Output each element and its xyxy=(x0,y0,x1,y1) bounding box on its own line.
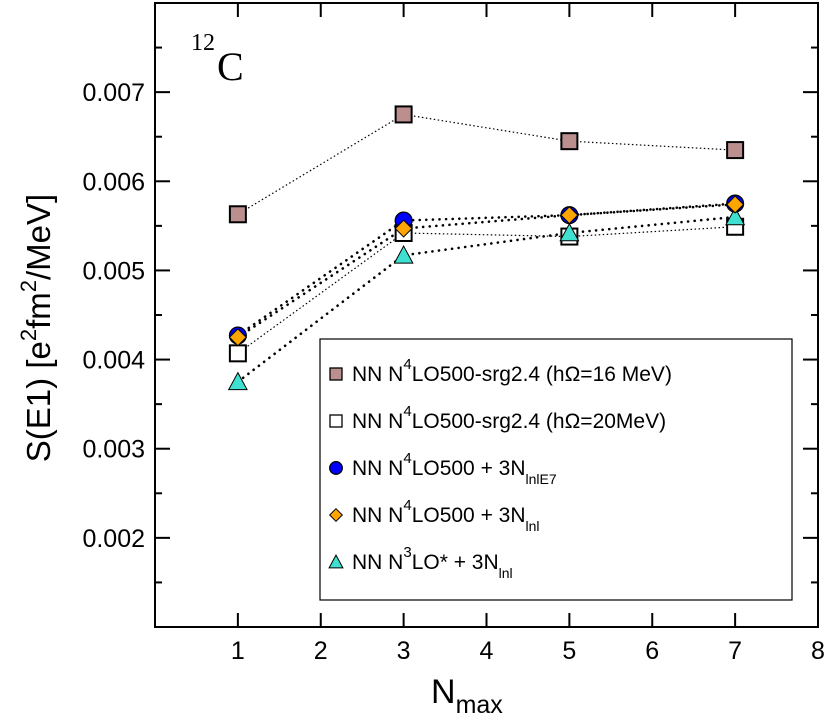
legend-marker-1 xyxy=(329,414,343,428)
x-tick-label: 5 xyxy=(562,637,576,665)
series-line-3 xyxy=(236,203,737,339)
series-line-1 xyxy=(237,226,736,354)
legend-2-pre: NN N xyxy=(352,457,403,480)
data-point-series-0 xyxy=(560,132,579,151)
y-axis-title: S(E1) [e2fm2/MeV] xyxy=(16,194,57,462)
legend-marker-4 xyxy=(328,554,344,569)
y-axis-title-part1: S(E1) [e xyxy=(20,341,57,462)
series-lines xyxy=(236,113,737,384)
legend-3-sup: 4 xyxy=(403,497,411,514)
legend-entry-0: NN N4LO500-srg2.4 (hΩ=16 MeV) xyxy=(352,356,672,386)
x-tick-label: 1 xyxy=(231,637,245,665)
y-tick-label: 0.002 xyxy=(82,525,145,553)
annotation-element: C xyxy=(217,44,244,89)
x-tick-label: 3 xyxy=(397,637,411,665)
x-tick-label: 8 xyxy=(811,637,825,665)
x-tick-label: 2 xyxy=(314,637,328,665)
legend-1-sup: 4 xyxy=(403,403,411,420)
data-point-series-3 xyxy=(394,219,413,238)
x-axis-title: Nmax xyxy=(431,673,503,719)
y-axis-title-sup1: 2 xyxy=(16,329,41,341)
legend-entry-4: NN N3LO* + 3Nlnl xyxy=(352,544,513,581)
legend-3-sub: lnl xyxy=(526,518,540,534)
legend-4-pre: NN N xyxy=(352,551,403,574)
legend: NN N4LO500-srg2.4 (hΩ=16 MeV) NN N4LO500… xyxy=(319,338,793,601)
legend-1-pre: NN N xyxy=(352,410,403,433)
legend-1-post: LO500-srg2.4 (hΩ=20MeV) xyxy=(412,410,666,433)
x-axis-title-main: N xyxy=(431,673,456,711)
legend-4-sub: lnl xyxy=(499,565,513,581)
y-tick-label: 0.004 xyxy=(82,347,145,375)
legend-0-pre: NN N xyxy=(352,363,403,386)
legend-3-pre: NN N xyxy=(352,504,403,527)
data-point-series-4 xyxy=(559,222,580,242)
legend-2-sup: 4 xyxy=(403,450,411,467)
x-tick-label: 4 xyxy=(480,637,494,665)
series-markers xyxy=(227,105,746,391)
legend-0-post: LO500-srg2.4 (hΩ=16 MeV) xyxy=(412,363,672,386)
legend-marker-2 xyxy=(329,461,343,475)
legend-4-sup: 3 xyxy=(403,544,411,561)
legend-4-post: LO* + 3N xyxy=(412,551,499,574)
data-point-series-3 xyxy=(228,328,247,347)
data-point-series-0 xyxy=(726,141,745,160)
y-axis-title-part2: fm xyxy=(20,292,57,329)
y-tick-label: 0.003 xyxy=(82,436,145,464)
data-point-series-0 xyxy=(394,105,413,124)
x-tick-label: 7 xyxy=(728,637,742,665)
legend-entry-2: NN N4LO500 + 3NlnlE7 xyxy=(352,450,557,487)
legend-marker-3 xyxy=(328,507,344,523)
x-axis-title-sub: max xyxy=(456,691,504,719)
axis-ticks xyxy=(155,3,819,627)
legend-3-post: LO500 + 3N xyxy=(412,504,526,527)
series-line-2 xyxy=(236,202,737,337)
legend-markers xyxy=(328,367,344,569)
y-axis-title-part3: /MeV] xyxy=(20,194,57,280)
x-tick-labels: 1 2 3 4 5 6 7 8 xyxy=(231,637,825,665)
legend-marker-0 xyxy=(329,367,343,381)
y-tick-labels: 0.002 0.003 0.004 0.005 0.006 0.007 xyxy=(82,79,145,553)
annotation-mass-number: 12 xyxy=(191,30,215,56)
data-point-series-4 xyxy=(393,245,414,264)
y-tick-label: 0.005 xyxy=(82,257,145,285)
data-point-series-0 xyxy=(228,205,247,224)
legend-entry-3: NN N4LO500 + 3Nlnl xyxy=(352,497,540,534)
legend-2-sub: lnlE7 xyxy=(526,471,557,487)
legend-entry-1: NN N4LO500-srg2.4 (hΩ=20MeV) xyxy=(352,403,666,433)
data-point-series-1 xyxy=(228,344,247,363)
legend-2-post: LO500 + 3N xyxy=(412,457,526,480)
legend-box xyxy=(319,338,793,601)
y-axis-title-sup2: 2 xyxy=(16,280,41,292)
series-line-0 xyxy=(237,113,736,215)
data-point-series-3 xyxy=(560,206,579,225)
legend-0-sup: 4 xyxy=(403,356,411,373)
x-tick-label: 6 xyxy=(645,637,659,665)
data-point-series-4 xyxy=(227,371,248,391)
y-tick-label: 0.006 xyxy=(82,168,145,196)
y-tick-label: 0.007 xyxy=(82,79,145,107)
data-point-series-4 xyxy=(725,206,746,226)
data-point-series-3 xyxy=(726,195,745,214)
